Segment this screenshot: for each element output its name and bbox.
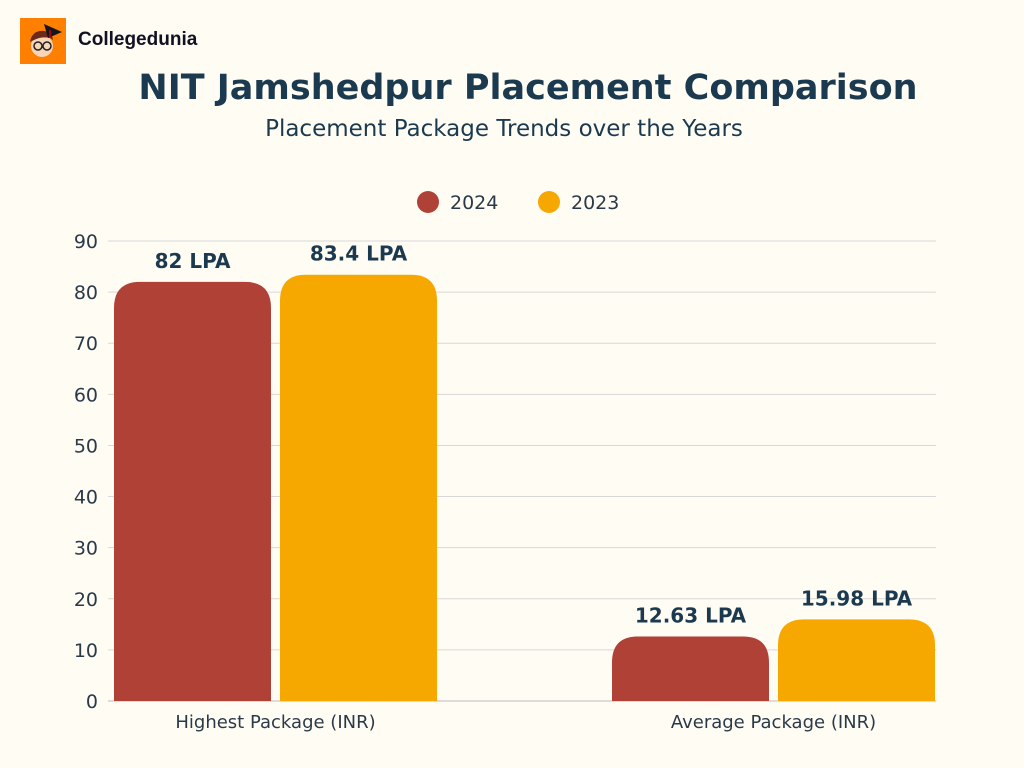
bar-2023 [778, 619, 935, 701]
y-tick-label: 30 [74, 538, 98, 560]
chart-subtitle: Placement Package Trends over the Years [265, 116, 743, 142]
data-label: 83.4 LPA [310, 242, 408, 266]
y-tick-label: 60 [74, 384, 98, 406]
bar-2024 [612, 636, 769, 701]
chart-title: NIT Jamshedpur Placement Comparison [138, 68, 918, 108]
collegedunia-logo [20, 18, 66, 64]
y-tick-label: 20 [74, 589, 98, 611]
data-label: 12.63 LPA [635, 603, 747, 627]
y-tick-label: 50 [74, 435, 98, 457]
legend-swatch-2024 [417, 191, 439, 213]
y-tick-label: 80 [74, 282, 98, 304]
data-label: 15.98 LPA [801, 586, 913, 610]
bar-2023 [280, 274, 437, 701]
x-category-label: Highest Package (INR) [175, 712, 375, 733]
legend-label: 2024 [450, 192, 498, 214]
legend-label: 2023 [571, 192, 619, 214]
y-tick-label: 0 [86, 691, 98, 713]
x-category-label: Average Package (INR) [671, 712, 876, 733]
brand-name: Collegedunia [78, 29, 198, 50]
y-tick-label: 70 [74, 333, 98, 355]
bar-2024 [114, 281, 271, 701]
y-tick-label: 10 [74, 640, 98, 662]
legend-swatch-2023 [538, 191, 560, 213]
y-tick-label: 40 [74, 487, 98, 509]
y-tick-label: 90 [74, 231, 98, 253]
data-label: 82 LPA [155, 249, 231, 273]
